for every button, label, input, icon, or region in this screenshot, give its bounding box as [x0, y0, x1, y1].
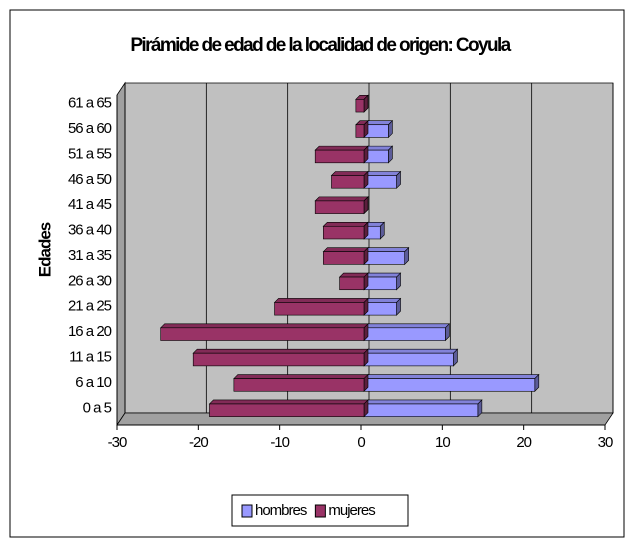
y-tick-label: 31 a 35 [68, 247, 112, 264]
x-tick-label: -30 [108, 434, 127, 451]
bar [355, 99, 365, 113]
bar-top [314, 145, 369, 151]
bar [339, 276, 365, 291]
bar [323, 225, 365, 240]
bar-top [363, 374, 540, 379]
legend-swatch [314, 504, 326, 518]
bar [314, 149, 365, 164]
bar-top [322, 221, 369, 227]
y-tick-label: 0 a 5 [83, 399, 112, 416]
bar-top [363, 348, 459, 354]
bar [233, 378, 365, 392]
bar-top [363, 171, 402, 176]
y-tick-label: 61 a 65 [68, 95, 112, 112]
bar-top [363, 247, 410, 252]
y-tick-label: 21 a 25 [68, 298, 112, 315]
bar [363, 175, 397, 189]
bar-top [338, 272, 369, 278]
bar-top [159, 323, 369, 329]
bar-top [208, 399, 369, 405]
bar [363, 276, 397, 291]
bar [160, 327, 365, 341]
bar [331, 175, 365, 189]
bar [363, 403, 479, 417]
bar [363, 352, 454, 367]
legend-label: mujeres [328, 502, 375, 519]
bar-top [330, 171, 369, 176]
legend-label: hombres [255, 502, 307, 519]
legend-swatch [241, 504, 253, 518]
chart-title: Pirámide de edad de la localidad de orig… [130, 35, 511, 56]
bar-top [192, 348, 369, 354]
bar-top [233, 374, 369, 379]
bar-top [363, 399, 483, 405]
y-tick-label: 56 a 60 [68, 120, 112, 137]
bar [274, 302, 365, 316]
bar [314, 200, 365, 214]
bar-top [363, 323, 451, 329]
y-tick-label: 41 a 45 [68, 196, 112, 213]
bar [192, 352, 365, 367]
y-tick-label: 6 a 10 [75, 374, 111, 391]
x-tick-label: -20 [189, 434, 208, 451]
bar-top [363, 272, 402, 278]
y-tick-label: 36 a 40 [68, 222, 112, 239]
bar-top [273, 298, 369, 303]
x-tick-label: -10 [270, 434, 289, 451]
y-tick-label: 51 a 55 [68, 145, 112, 162]
side-wall [116, 81, 126, 427]
x-tick-label: 30 [598, 434, 613, 451]
bar [363, 378, 536, 392]
y-tick-label: 26 a 30 [68, 272, 112, 289]
bar [355, 124, 365, 138]
y-axis-title: Edades [35, 222, 54, 277]
bar-top [363, 298, 402, 303]
x-tick-label: 10 [435, 434, 450, 451]
bar [363, 251, 405, 265]
bar [209, 403, 365, 417]
bar-top [314, 196, 369, 202]
y-tick-label: 46 a 50 [68, 171, 112, 188]
bar [363, 302, 397, 316]
x-tick-label: 0 [357, 434, 365, 451]
bar [363, 327, 446, 341]
y-tick-label: 16 a 20 [68, 323, 112, 340]
bar-top [322, 247, 369, 252]
y-tick-label: 11 a 15 [69, 349, 112, 366]
bar [323, 251, 365, 265]
x-tick-label: 20 [516, 434, 531, 451]
